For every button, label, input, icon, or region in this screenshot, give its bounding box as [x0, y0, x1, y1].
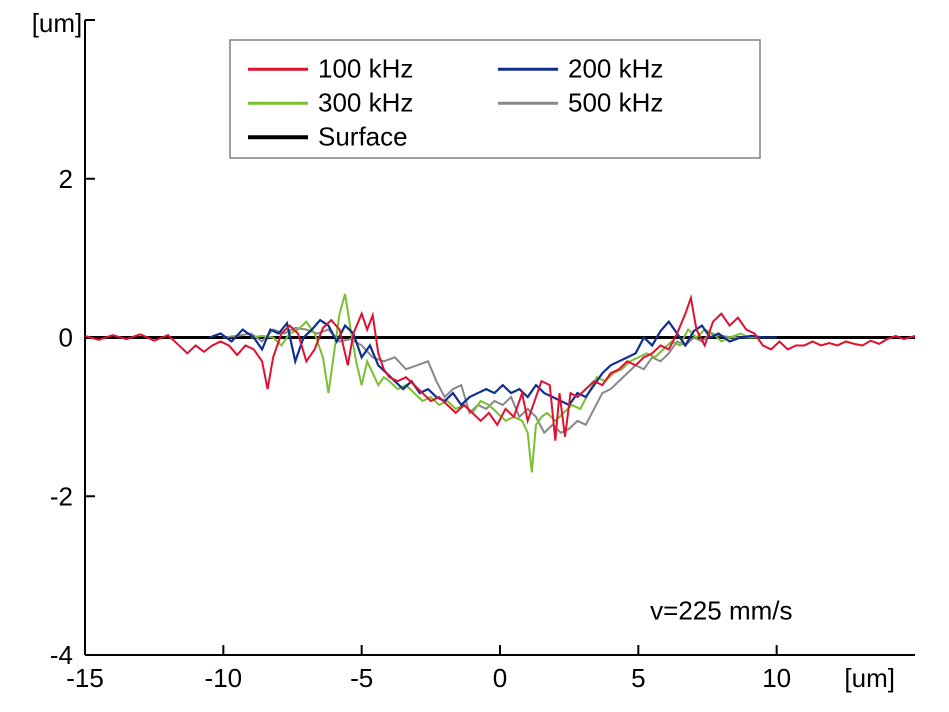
x-tick-label: -5 — [350, 663, 373, 693]
chart-container: -15-10-50510[um]-4-202[um]v=225 mm/s100 … — [0, 0, 949, 712]
legend-label: 100 kHz — [318, 53, 413, 83]
legend-label: 500 kHz — [568, 87, 663, 117]
annotation-text: v=225 mm/s — [650, 595, 792, 625]
y-tick-label: 2 — [59, 164, 73, 194]
x-tick-label: 0 — [493, 663, 507, 693]
legend-label: Surface — [318, 121, 408, 151]
x-tick-label: 10 — [762, 663, 791, 693]
x-axis-label: [um] — [844, 663, 895, 693]
legend: 100 kHz 200 kHz 300 kHz 500 kHz Surface — [230, 40, 760, 158]
line-chart: -15-10-50510[um]-4-202[um]v=225 mm/s100 … — [0, 0, 949, 712]
x-tick-label: 5 — [631, 663, 645, 693]
x-tick-label: -10 — [205, 663, 243, 693]
legend-label: 300 kHz — [318, 87, 413, 117]
y-axis-label: [um] — [32, 8, 83, 38]
y-tick-label: 0 — [59, 323, 73, 353]
legend-label: 200 kHz — [568, 53, 663, 83]
y-tick-label: -2 — [50, 481, 73, 511]
y-tick-label: -4 — [50, 640, 73, 670]
